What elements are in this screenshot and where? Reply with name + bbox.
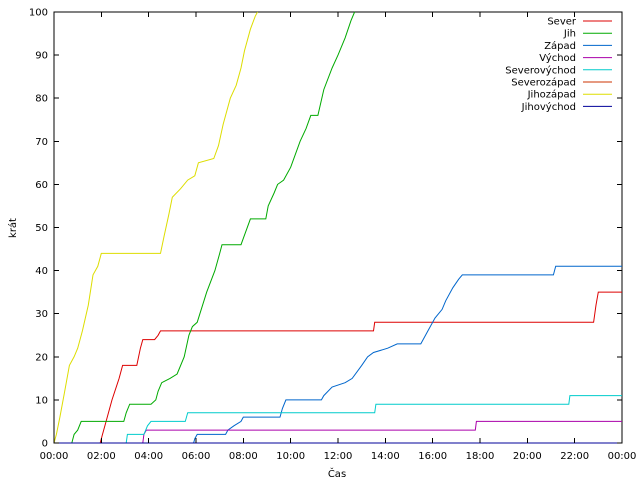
- legend-label: Západ: [544, 40, 576, 52]
- x-tick-label: 00:00: [40, 451, 69, 462]
- y-tick-label: 30: [35, 309, 48, 320]
- legend-label: Severozápad: [511, 77, 576, 89]
- x-tick-label: 02:00: [87, 451, 116, 462]
- x-tick-label: 22:00: [560, 451, 589, 462]
- x-tick-label: 04:00: [134, 451, 163, 462]
- x-tick-label: 14:00: [371, 451, 400, 462]
- y-tick-label: 10: [35, 395, 48, 406]
- series-line-1: [54, 11, 356, 444]
- legend-label: Východ: [539, 52, 576, 64]
- x-tick-label: 08:00: [229, 451, 258, 462]
- x-tick-label: 10:00: [276, 451, 305, 462]
- y-tick-label: 20: [35, 352, 48, 363]
- x-tick-label: 06:00: [182, 451, 211, 462]
- y-tick-label: 100: [29, 8, 48, 19]
- x-tick-label: 00:00: [608, 451, 637, 462]
- y-tick-label: 50: [35, 223, 48, 234]
- legend-label: Jih: [563, 29, 576, 40]
- y-tick-label: 70: [35, 137, 48, 148]
- series-line-0: [54, 291, 622, 444]
- y-tick-label: 0: [42, 439, 48, 450]
- x-tick-label: 18:00: [466, 451, 495, 462]
- series-line-2: [54, 265, 622, 444]
- legend-label: Jihovýchod: [521, 101, 576, 113]
- y-tick-label: 80: [35, 94, 48, 105]
- x-tick-label: 12:00: [324, 451, 353, 462]
- legend-label: Jihozápad: [527, 89, 576, 101]
- legend-label: Sever: [547, 17, 577, 28]
- y-tick-label: 40: [35, 266, 48, 277]
- x-tick-label: 16:00: [418, 451, 447, 462]
- series-line-6: [53, 11, 258, 444]
- series-line-4: [54, 395, 622, 444]
- y-tick-label: 60: [35, 180, 48, 191]
- x-axis-label: Čas: [328, 467, 346, 480]
- y-tick-label: 90: [35, 51, 48, 62]
- legend-label: Severovýchod: [505, 64, 576, 76]
- x-tick-label: 20:00: [513, 451, 542, 462]
- y-axis-label: krát: [7, 218, 19, 238]
